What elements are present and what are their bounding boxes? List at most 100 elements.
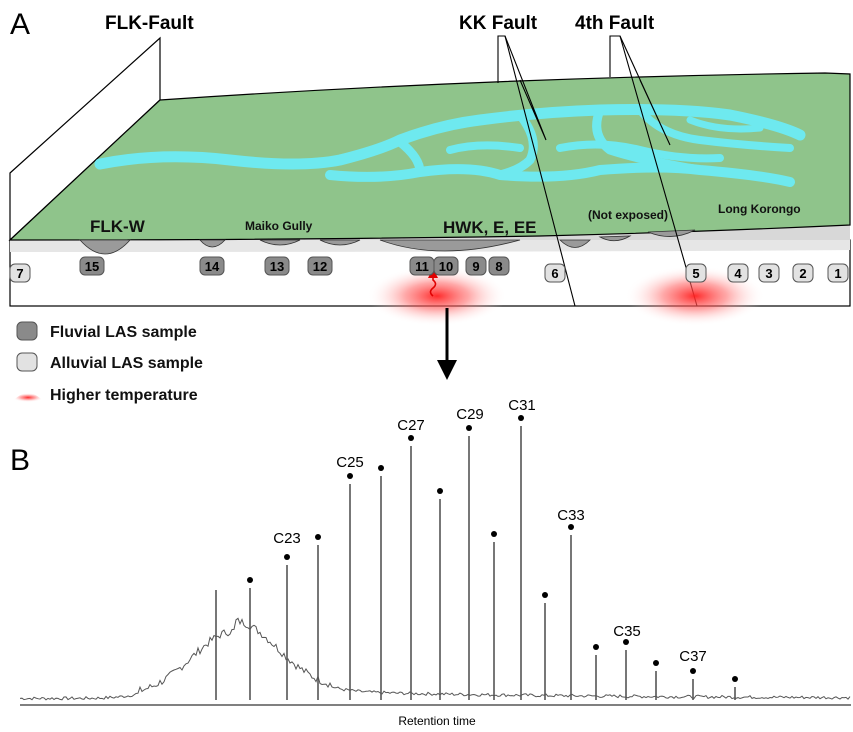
peak-label-c23: C23: [273, 530, 301, 547]
svg-text:8: 8: [495, 259, 502, 274]
svg-text:9: 9: [472, 259, 479, 274]
peak-label-c33: C33: [557, 507, 585, 524]
svg-text:5: 5: [692, 266, 699, 281]
svg-text:2: 2: [799, 266, 806, 281]
site-long-korongo: Long Korongo: [718, 202, 801, 216]
kk-fault-line: [497, 35, 576, 307]
peak-markers: [247, 415, 738, 682]
panel-b: B Retention time C23 C25 C27 C29 C31 C33…: [10, 397, 851, 728]
fourth-fault-label: 4th Fault: [575, 13, 655, 34]
legend: Fluvial LAS sample Alluvial LAS sample H…: [12, 321, 203, 404]
site-flk-w: FLK-W: [90, 217, 146, 236]
peak-dot: [347, 473, 353, 479]
river-connect-1: [395, 137, 425, 177]
sample-marker: 12: [307, 256, 333, 276]
channel-fill: [379, 239, 521, 252]
river-network: [94, 104, 806, 187]
peak-dot: [408, 435, 414, 441]
sample-marker: 9: [465, 256, 487, 276]
river-main: [94, 104, 806, 170]
sample-marker: 6: [544, 263, 566, 283]
sample-marker: 5: [685, 263, 707, 283]
channel-fill: [259, 239, 301, 246]
peak-dot: [593, 644, 599, 650]
heat-zone: [367, 266, 507, 326]
sample-markers: 7 15 14 13 12 11: [9, 256, 849, 283]
peak-dot: [315, 534, 321, 540]
peak-dot: [542, 592, 548, 598]
peak-label-c35: C35: [613, 623, 641, 640]
svg-text:4: 4: [734, 266, 742, 281]
peak-dot: [568, 524, 574, 530]
sample-marker: 11: [409, 256, 435, 276]
peak-dot: [247, 577, 253, 583]
svg-text:3: 3: [765, 266, 772, 281]
river-lower: [325, 162, 795, 187]
channel-fill: [647, 229, 696, 237]
channel-fill: [79, 239, 131, 255]
legend-alluvial-label: Alluvial LAS sample: [50, 355, 203, 372]
sample-marker: 7: [9, 263, 31, 283]
sample-marker: 4: [727, 263, 749, 283]
channel-fill: [199, 239, 226, 248]
site-not-exposed: (Not exposed): [588, 208, 668, 222]
sample-marker: 3: [758, 263, 780, 283]
svg-text:1: 1: [834, 266, 841, 281]
peaks: [215, 426, 736, 700]
fault-lines: [497, 35, 698, 307]
sediment-strip: [10, 225, 850, 240]
sample-marker: 10: [433, 256, 459, 276]
peak-dot: [623, 639, 629, 645]
river-connect-7: [686, 116, 764, 133]
peak-dot: [378, 465, 384, 471]
svg-text:11: 11: [415, 259, 429, 274]
kk-fault-line-b: [504, 35, 547, 141]
svg-text:13: 13: [270, 259, 284, 274]
panel-a-letter: A: [10, 8, 30, 41]
peak-dot: [653, 660, 659, 666]
sample-marker: 13: [264, 256, 290, 276]
peak-dot: [518, 415, 524, 421]
peak-label-c29: C29: [456, 406, 484, 423]
legend-fluvial-label: Fluvial LAS sample: [50, 324, 197, 341]
river-connect-6: [446, 141, 524, 154]
svg-text:15: 15: [85, 259, 99, 274]
svg-text:12: 12: [313, 259, 327, 274]
site-hwk: HWK, E, EE: [443, 218, 537, 237]
fourth-fault-line: [609, 35, 698, 307]
peak-dot: [466, 425, 472, 431]
svg-text:10: 10: [439, 259, 453, 274]
peak-label-c25: C25: [336, 454, 364, 471]
channel-fill: [319, 239, 361, 246]
legend-fluvial: Fluvial LAS sample: [16, 321, 197, 341]
panel-b-letter: B: [10, 444, 30, 477]
channel-fills: [79, 229, 696, 255]
site-maiko-gully: Maiko Gully: [245, 219, 313, 233]
legend-alluvial: Alluvial LAS sample: [16, 352, 203, 372]
peak-dot: [732, 676, 738, 682]
river-connect-3: [592, 105, 705, 175]
sample-marker: 15: [79, 256, 105, 276]
peak-dot: [491, 531, 497, 537]
river-connect-5: [556, 140, 724, 163]
legend-temperature: Higher temperature: [12, 387, 198, 404]
peak-dot: [437, 488, 443, 494]
peak-label-c31: C31: [508, 397, 536, 414]
x-axis-label: Retention time: [398, 714, 476, 728]
legend-temperature-swatch: [12, 393, 44, 402]
channel-fill: [559, 239, 591, 248]
kk-fault-label: KK Fault: [459, 13, 538, 34]
peak-dot: [284, 554, 290, 560]
sample-marker: 8: [488, 256, 510, 276]
panel-a: A FLK-Fault KK Fault 4th Fault: [8, 8, 851, 404]
sample-marker: 1: [827, 263, 849, 283]
peak-label-c37: C37: [679, 648, 707, 665]
down-arrow: [437, 308, 457, 380]
peak-dot: [690, 668, 696, 674]
peak-label-c27: C27: [397, 417, 425, 434]
fourth-fault-line-b: [619, 35, 671, 146]
svg-text:6: 6: [551, 266, 558, 281]
sample-marker: 2: [792, 263, 814, 283]
river-connect-4: [636, 106, 794, 152]
